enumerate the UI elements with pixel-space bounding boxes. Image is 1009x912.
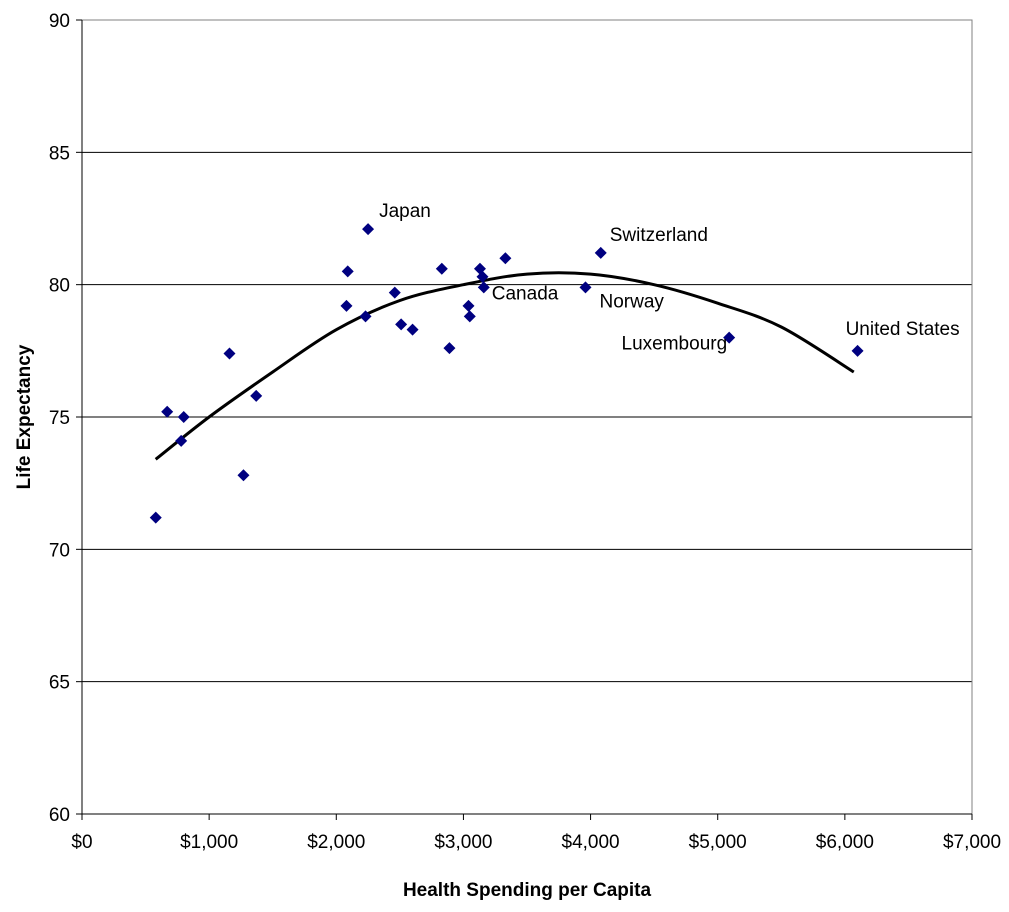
y-tick-label: 70 — [49, 540, 70, 561]
y-tick-label: 60 — [49, 805, 70, 826]
x-tick-label: $1,000 — [180, 832, 238, 853]
data-point — [499, 252, 512, 265]
trendline — [154, 271, 855, 461]
point-label: United States — [846, 319, 960, 340]
y-axis-title: Life Expectancy — [14, 344, 35, 489]
x-tick-label: $2,000 — [307, 832, 365, 853]
point-label: Norway — [599, 291, 664, 312]
data-point — [340, 299, 353, 312]
trendline-group — [154, 271, 855, 461]
x-tick-label: $6,000 — [816, 832, 874, 853]
data-point — [579, 281, 592, 294]
point-label: Japan — [379, 201, 431, 222]
data-points — [149, 223, 864, 524]
x-tick-label: $5,000 — [689, 832, 747, 853]
data-point — [177, 411, 190, 423]
x-tick-label: $7,000 — [943, 832, 1001, 853]
y-tick-label: 65 — [49, 673, 70, 694]
data-point — [359, 310, 372, 323]
y-tick-labels: 60 65 70 75 80 85 90 — [49, 11, 70, 826]
data-point — [388, 286, 401, 299]
data-point — [477, 281, 490, 294]
data-point — [723, 331, 736, 344]
data-point — [237, 469, 250, 482]
axes — [76, 19, 973, 820]
point-label: Canada — [492, 283, 559, 304]
data-point — [476, 270, 489, 283]
data-point — [161, 405, 174, 418]
data-point — [395, 318, 408, 331]
y-tick-label: 80 — [49, 276, 70, 297]
point-labels: Japan Canada Norway Switzerland Luxembourg Un… — [379, 201, 960, 355]
data-point — [223, 347, 236, 360]
x-tick-labels: $0 $1,000 $2,000 $3,000 $4,000 $5,000 $6,000 $7… — [71, 832, 1001, 853]
data-point — [435, 262, 448, 275]
data-point — [851, 344, 864, 357]
x-axis-title: Health Spending per Capita — [403, 880, 652, 901]
point-label: Luxembourg — [622, 334, 728, 355]
data-point — [406, 323, 419, 336]
x-tick-label: $0 — [71, 832, 92, 853]
data-point — [463, 310, 476, 323]
data-point — [175, 434, 188, 447]
data-point — [341, 265, 354, 278]
x-tick-label: $3,000 — [434, 832, 492, 853]
x-tick-label: $4,000 — [562, 832, 620, 853]
data-point — [250, 389, 263, 402]
y-tick-label: 85 — [49, 143, 70, 164]
data-point — [443, 342, 456, 355]
data-point — [462, 299, 475, 312]
gridlines — [82, 19, 972, 815]
y-tick-label: 75 — [49, 408, 70, 429]
data-point — [362, 223, 375, 236]
data-point — [594, 246, 607, 259]
data-point — [149, 511, 162, 524]
y-tick-label: 90 — [49, 11, 70, 32]
point-label: Switzerland — [610, 225, 708, 246]
